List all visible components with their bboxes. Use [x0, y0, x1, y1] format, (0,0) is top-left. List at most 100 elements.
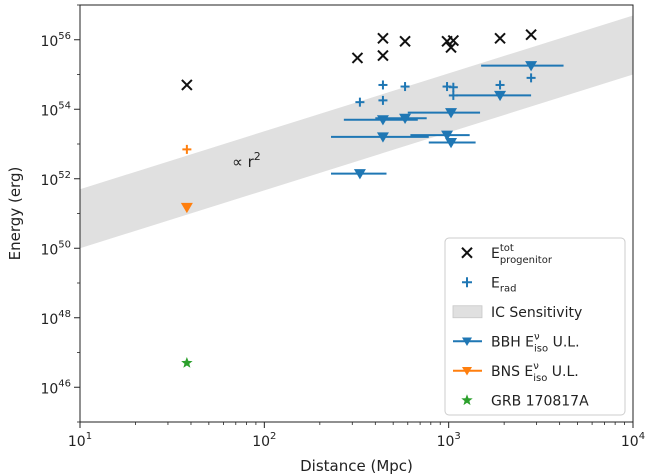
y-axis-label: Energy (erg)	[6, 167, 24, 261]
x-tick-label-3: 104	[621, 431, 645, 450]
legend-label-3-tail: U.L.	[548, 334, 579, 350]
legend-label-3: BBH Eν iso U.L.	[491, 331, 580, 354]
legend-label-5: GRB 170817A	[491, 393, 589, 409]
y-tick-label-1: 1048	[40, 309, 71, 328]
x-tick-label-1: 102	[252, 431, 276, 450]
legend-entry-1: Erad	[462, 275, 516, 294]
legend-marker-4	[462, 367, 472, 376]
legend-label-1-name: E	[491, 275, 500, 291]
series-0-point-2	[377, 32, 389, 45]
proportional-r-squared-annotation: ∝ r2	[232, 150, 261, 171]
series-3-point-5	[445, 138, 458, 149]
y-tick-label-4: 1054	[40, 100, 71, 119]
x-tick-label-0: 101	[68, 431, 92, 450]
y-tick-label-5-base: 10	[40, 34, 58, 50]
legend-label-3-sub: iso	[534, 343, 548, 354]
series-1-plus-group	[355, 73, 536, 107]
legend-label-0: Etot progenitor	[491, 243, 553, 266]
x-tick-label-1-base: 10	[252, 434, 270, 450]
y-tick-label-0: 1046	[40, 378, 71, 397]
series-2-point-0	[182, 144, 192, 154]
series-0-point-6	[445, 41, 457, 54]
series-1-point-0	[355, 97, 365, 107]
legend-marker-3	[462, 337, 472, 346]
legend-marker-5	[461, 394, 473, 406]
legend-label-5-name: GRB 170817A	[491, 393, 589, 409]
legend-box	[444, 237, 626, 416]
legend-entry-5: GRB 170817A	[461, 393, 589, 409]
legend-label-4-sup: ν	[533, 361, 539, 372]
x-tick-label-2-base: 10	[437, 434, 455, 450]
ic-sensitivity-band	[80, 15, 633, 249]
y-tick-label-3: 1052	[40, 170, 71, 189]
legend-entry-0: Etot progenitor	[461, 243, 553, 266]
x-tick-label-3-exp: 4	[639, 431, 645, 442]
legend-label-1-sub: rad	[500, 283, 517, 294]
series-2-plus-group	[182, 144, 192, 154]
series-3-point-3	[399, 113, 412, 124]
series-3-point-6	[445, 108, 458, 119]
legend-label-4-name: BNS E	[491, 364, 533, 380]
series-3-point-0	[353, 169, 366, 180]
series-4-triangle-down-group	[180, 202, 193, 214]
series-0-point-8-stroke-b	[494, 32, 506, 45]
legend-label-4-tail: U.L.	[547, 364, 578, 380]
series-0-point-8	[494, 32, 506, 45]
series-1-point-5	[448, 82, 458, 92]
series-1-point-7	[495, 80, 505, 90]
legend-label-0-sub: progenitor	[500, 255, 553, 266]
legend-band-swatch	[452, 305, 483, 319]
legend-label-3-name: BBH E	[491, 334, 534, 350]
data-marks-layer	[180, 28, 564, 368]
legend-band-label: IC Sensitivity	[491, 305, 582, 321]
legend-label-1: Erad	[491, 275, 516, 294]
legend-entry-2: IC Sensitivity	[452, 305, 582, 321]
y-tick-label-2-base: 10	[40, 242, 58, 258]
y-tick-label-2-exp: 50	[58, 239, 71, 250]
y-tick-label-0-base: 10	[40, 381, 58, 397]
series-0-point-1-stroke-b	[351, 52, 364, 64]
series-0-point-4-stroke-b	[399, 35, 411, 48]
y-tick-label-2: 1050	[40, 239, 71, 258]
series-0-point-7-stroke-b	[447, 34, 460, 47]
series-5-point-0	[181, 356, 193, 368]
legend-marker-1	[462, 277, 472, 288]
legend-label-0-name: E	[491, 246, 500, 262]
y-tick-label-1-base: 10	[40, 312, 58, 328]
series-3-point-4	[441, 130, 454, 141]
annotation-layer: ∝ r2	[232, 150, 261, 171]
series-5-star-group	[181, 356, 193, 368]
series-3-point-7	[494, 90, 507, 102]
series-0-point-0	[181, 79, 193, 91]
annotation-base: ∝ r	[232, 153, 254, 171]
series-0-point-1	[351, 52, 364, 64]
series-1-point-1	[378, 80, 388, 90]
legend-label-0-sup: tot	[500, 243, 514, 254]
x-tick-label-0-base: 10	[68, 434, 86, 450]
x-tick-label-0-exp: 1	[86, 431, 92, 442]
legend-label-4-sub: iso	[533, 373, 547, 384]
x-tick-label-2-exp: 3	[454, 431, 460, 442]
series-0-x-group	[181, 28, 537, 91]
legend-marker-0	[461, 247, 473, 259]
series-1-point-3	[400, 82, 410, 92]
series-3-triangle-down-group	[331, 61, 564, 180]
y-tick-label-4-base: 10	[40, 103, 58, 119]
y-tick-label-1-exp: 48	[58, 309, 71, 320]
series-0-point-3-stroke-b	[377, 49, 389, 62]
y-tick-label-3-base: 10	[40, 173, 58, 189]
series-3-point-8	[525, 61, 538, 72]
y-tick-label-5: 1056	[40, 31, 71, 50]
legend-marker-0-stroke-b	[461, 247, 473, 259]
series-1-point-2	[378, 95, 388, 105]
legend-entry-3: BBH Eν iso U.L.	[453, 331, 580, 354]
series-4-point-0	[180, 202, 193, 214]
y-tick-label-4-exp: 54	[58, 100, 71, 111]
series-0-point-0-stroke-b	[181, 79, 193, 91]
x-tick-label-2: 103	[437, 431, 461, 450]
x-tick-label-3-base: 10	[621, 434, 639, 450]
series-3-point-1	[376, 132, 389, 143]
